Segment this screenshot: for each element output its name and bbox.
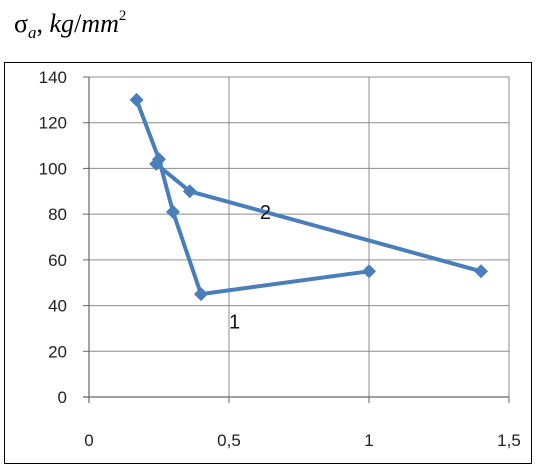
chart-frame (4, 62, 532, 464)
curve-label: 2 (260, 202, 271, 224)
unit-numerator: kg (49, 9, 75, 38)
title-separator: , (36, 9, 50, 38)
series-1-marker (194, 287, 208, 302)
x-tick-label: 1,5 (497, 431, 521, 450)
y-tick-label: 20 (48, 342, 67, 361)
tick-labels: 0 20 40 60 80 100 120 140 0 0,5 1 1,5 (39, 68, 521, 450)
sigma-subscript: a (28, 23, 37, 42)
curve-label: 1 (229, 312, 240, 334)
y-axis-unit-label: σa, kg/mm2 (14, 8, 126, 43)
series-1-marker (166, 204, 180, 219)
y-tick-label: 120 (39, 114, 67, 133)
unit-exponent: 2 (118, 8, 127, 24)
series-1-line (134, 97, 371, 297)
series-1-marker (129, 92, 144, 107)
x-tick-label: 0,5 (217, 431, 241, 450)
x-tick-label: 0 (84, 431, 93, 450)
annotations: 12 (229, 202, 271, 334)
y-tick-label: 80 (48, 205, 67, 224)
x-tick-label: 1 (364, 431, 373, 450)
sigma-symbol: σ (14, 9, 29, 38)
axes (83, 76, 510, 403)
unit-denominator: mm (81, 9, 119, 38)
y-tick-label: 40 (48, 297, 67, 316)
series-markers (129, 92, 488, 302)
grid (89, 76, 510, 397)
y-tick-label: 100 (39, 159, 67, 178)
y-tick-label: 140 (39, 68, 67, 87)
series-2-marker (149, 156, 164, 171)
y-tick-label: 60 (48, 251, 67, 270)
series-2-marker (182, 184, 197, 199)
series-2-marker (474, 264, 488, 279)
y-tick-label: 0 (58, 388, 67, 407)
series-1-marker (362, 264, 376, 279)
series-2-line (154, 161, 483, 274)
unit-slash: / (74, 9, 82, 38)
series-lines (134, 97, 483, 297)
